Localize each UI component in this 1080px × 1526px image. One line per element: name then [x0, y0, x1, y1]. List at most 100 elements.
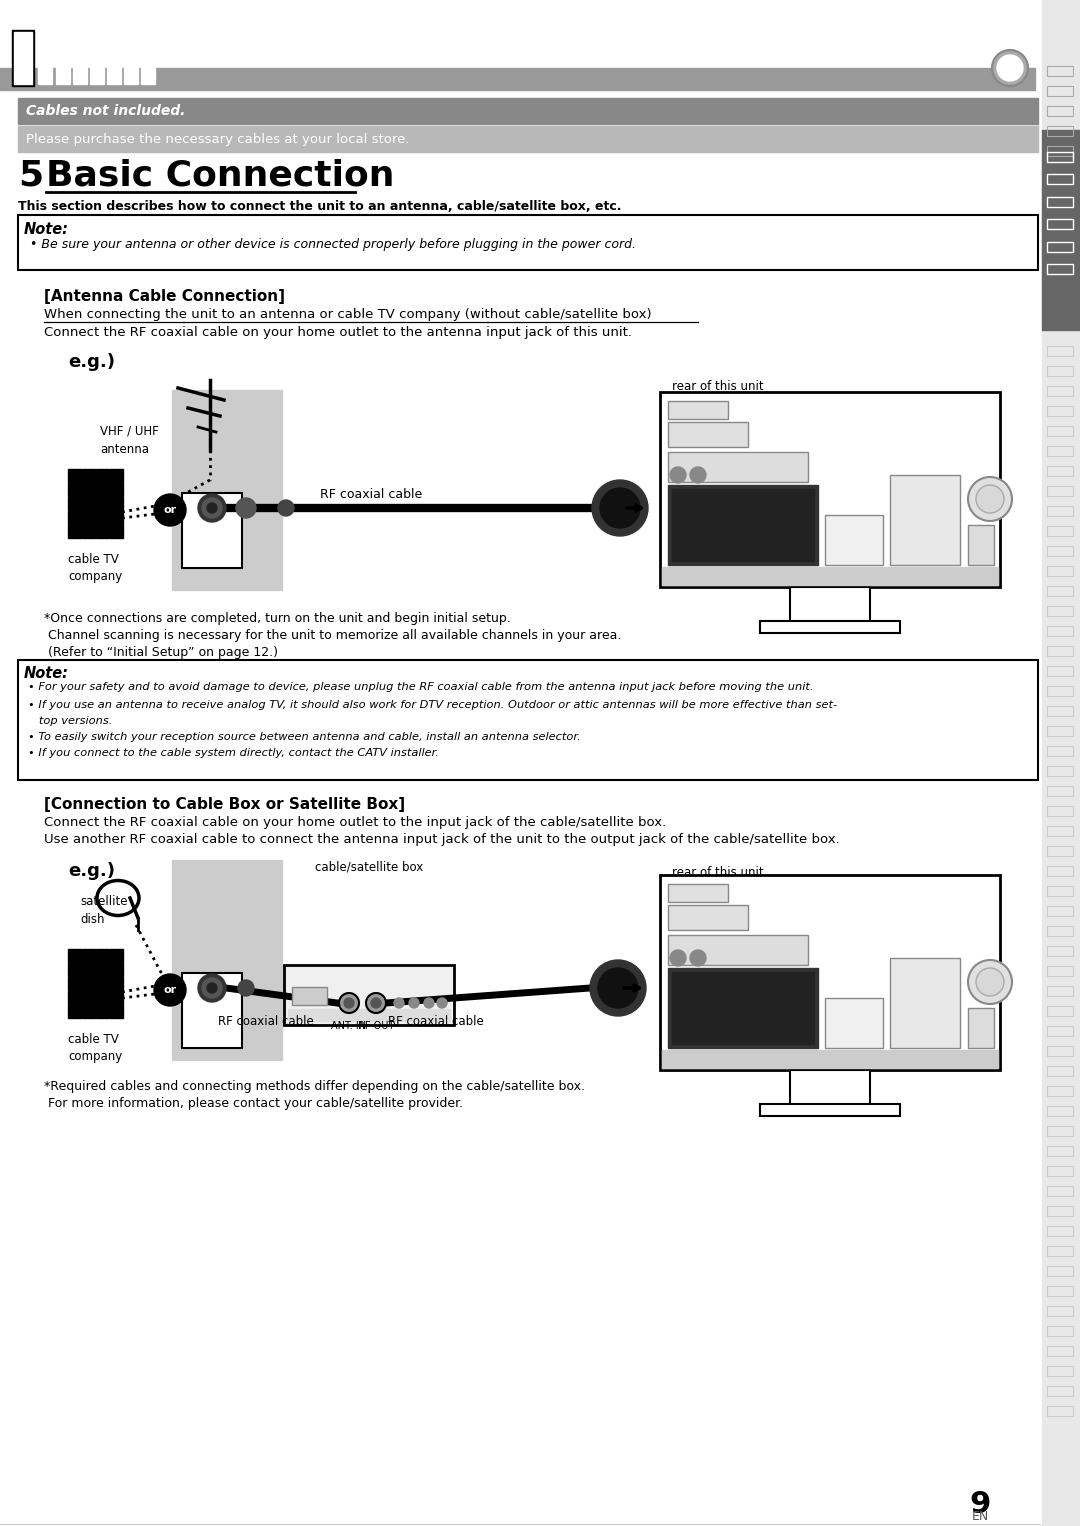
- Text: • If you connect to the cable system directly, contact the CATV installer.: • If you connect to the cable system dir…: [28, 748, 438, 758]
- Text: e.g.): e.g.): [68, 353, 114, 371]
- Bar: [82, 963, 95, 977]
- Bar: [292, 987, 327, 1006]
- Bar: [1047, 1146, 1074, 1157]
- Bar: [96, 949, 109, 961]
- Bar: [1047, 966, 1074, 977]
- Text: Connect the RF coaxial cable on your home outlet to the antenna input jack of th: Connect the RF coaxial cable on your hom…: [44, 327, 632, 339]
- Circle shape: [670, 467, 686, 484]
- Bar: [1047, 526, 1074, 536]
- Bar: [124, 40, 138, 84]
- Bar: [110, 990, 123, 1004]
- Circle shape: [600, 488, 640, 528]
- Bar: [789, 1070, 870, 1112]
- Bar: [1047, 546, 1074, 555]
- Bar: [110, 497, 123, 510]
- FancyBboxPatch shape: [18, 215, 1038, 270]
- Circle shape: [592, 481, 648, 536]
- Bar: [0, 69, 1035, 90]
- Text: ANT. IN: ANT. IN: [332, 1021, 366, 1032]
- Bar: [96, 977, 109, 990]
- Bar: [1047, 1405, 1074, 1416]
- Circle shape: [598, 967, 638, 1009]
- Bar: [1047, 726, 1074, 736]
- Text: This section describes how to connect the unit to an antenna, cable/satellite bo: This section describes how to connect th…: [18, 200, 621, 214]
- Circle shape: [670, 951, 686, 966]
- Text: For more information, please contact your cable/satellite provider.: For more information, please contact you…: [44, 1097, 463, 1109]
- Bar: [669, 884, 728, 902]
- Bar: [1047, 1247, 1074, 1256]
- Bar: [669, 935, 808, 964]
- Bar: [1047, 1045, 1074, 1056]
- Bar: [110, 525, 123, 539]
- Bar: [672, 972, 814, 1044]
- Bar: [18, 98, 1038, 124]
- Text: [Connection to Cable Box or Satellite Box]: [Connection to Cable Box or Satellite Bo…: [44, 797, 405, 812]
- Circle shape: [976, 967, 1004, 996]
- Bar: [789, 588, 870, 629]
- Bar: [110, 977, 123, 990]
- Bar: [1047, 1025, 1074, 1036]
- Text: top versions.: top versions.: [28, 716, 112, 726]
- Bar: [107, 40, 121, 84]
- Bar: [1047, 1186, 1074, 1196]
- Bar: [1042, 0, 1080, 1526]
- Bar: [1047, 85, 1074, 96]
- Bar: [82, 511, 95, 523]
- Text: cable TV
company: cable TV company: [68, 552, 122, 583]
- Bar: [110, 468, 123, 482]
- Text: • If you use an antenna to receive analog TV, it should also work for DTV recept: • If you use an antenna to receive analo…: [28, 700, 837, 710]
- Circle shape: [207, 504, 217, 513]
- Text: cable/satellite box: cable/satellite box: [315, 861, 423, 873]
- Bar: [96, 468, 109, 482]
- Bar: [1047, 1087, 1074, 1096]
- Bar: [1047, 386, 1074, 397]
- Circle shape: [278, 501, 294, 516]
- Bar: [1047, 1106, 1074, 1116]
- Bar: [1047, 645, 1074, 656]
- Text: RF coaxial cable: RF coaxial cable: [388, 1015, 484, 1029]
- Bar: [68, 511, 81, 523]
- Bar: [890, 958, 960, 1048]
- Bar: [96, 990, 109, 1004]
- Circle shape: [237, 497, 256, 517]
- Bar: [68, 990, 81, 1004]
- Bar: [68, 497, 81, 510]
- Circle shape: [968, 478, 1012, 520]
- Bar: [96, 484, 109, 496]
- Text: 5: 5: [18, 159, 43, 192]
- Bar: [968, 525, 994, 565]
- Text: e.g.): e.g.): [68, 862, 114, 881]
- Circle shape: [690, 951, 706, 966]
- Bar: [14, 32, 32, 84]
- Circle shape: [238, 980, 254, 996]
- Bar: [1047, 1366, 1074, 1376]
- Text: Use another RF coaxial cable to connect the antenna input jack of the unit to th: Use another RF coaxial cable to connect …: [44, 833, 840, 845]
- Bar: [890, 475, 960, 565]
- Text: Channel scanning is necessary for the unit to memorize all available channels in: Channel scanning is necessary for the un…: [44, 629, 621, 642]
- Text: EN: EN: [971, 1511, 988, 1523]
- Bar: [82, 990, 95, 1004]
- Bar: [1047, 1126, 1074, 1135]
- Bar: [1047, 746, 1074, 755]
- Bar: [1047, 220, 1074, 229]
- Bar: [669, 423, 748, 447]
- Text: cable TV
company: cable TV company: [68, 1033, 122, 1064]
- Bar: [1047, 1286, 1074, 1296]
- Bar: [82, 949, 95, 961]
- Bar: [1047, 127, 1074, 136]
- Bar: [662, 1050, 998, 1068]
- Bar: [760, 1103, 900, 1116]
- Bar: [1047, 465, 1074, 476]
- Text: Cables not included.: Cables not included.: [26, 104, 186, 118]
- Bar: [183, 974, 242, 1048]
- Bar: [56, 40, 70, 84]
- Bar: [73, 40, 87, 84]
- Bar: [110, 511, 123, 523]
- Bar: [1047, 665, 1074, 676]
- Bar: [660, 874, 1000, 1070]
- Bar: [672, 488, 814, 562]
- Bar: [669, 485, 818, 565]
- Bar: [82, 525, 95, 539]
- Bar: [1047, 426, 1074, 436]
- Circle shape: [976, 485, 1004, 513]
